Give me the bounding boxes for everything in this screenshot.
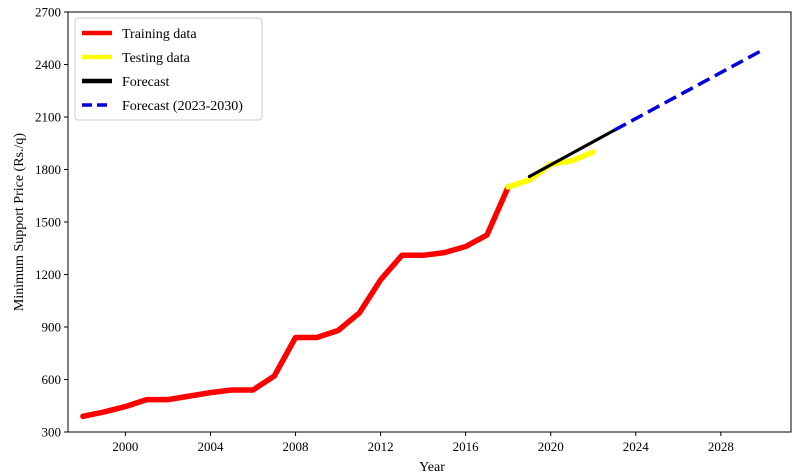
legend-label: Forecast (2023-2030) [122, 99, 243, 114]
y-tick-label: 300 [42, 425, 62, 440]
y-tick-label: 2100 [35, 110, 61, 125]
series-line-3 [527, 128, 617, 179]
x-axis-ticks: 2000 2004 2008 2012 2016 2020 2024 2028 [112, 432, 734, 454]
legend: Training data Testing data Forecast Forecas… [74, 17, 263, 121]
x-tick-label: 2028 [708, 439, 734, 454]
y-axis-ticks: 300 600 900 1200 1500 1800 2100 2400 2700 [35, 5, 68, 440]
series-line-4 [613, 48, 765, 132]
legend-label: Forecast [122, 75, 170, 90]
y-tick-label: 600 [42, 372, 62, 387]
x-tick-label: 2012 [368, 439, 394, 454]
y-tick-label: 1500 [35, 215, 61, 230]
x-tick-label: 2024 [623, 439, 650, 454]
x-tick-label: 2000 [112, 439, 138, 454]
y-tick-label: 2700 [35, 5, 61, 20]
series-line-1 [80, 184, 511, 420]
x-tick-label: 2016 [453, 439, 480, 454]
series-layer [80, 48, 765, 420]
legend-label: Testing data [122, 51, 191, 66]
x-axis-label: Year [419, 460, 445, 475]
y-tick-label: 900 [42, 320, 62, 335]
legend-box [74, 17, 263, 121]
y-tick-label: 1800 [35, 162, 61, 177]
series-line-2 [505, 149, 596, 190]
legend-label: Training data [122, 27, 197, 42]
y-tick-label: 1200 [35, 267, 61, 282]
x-tick-label: 2008 [283, 439, 309, 454]
y-tick-label: 2400 [35, 57, 61, 72]
x-tick-label: 2004 [197, 439, 224, 454]
y-axis-label: Minimum Support Price (Rs./q) [12, 133, 27, 311]
x-tick-label: 2020 [538, 439, 564, 454]
